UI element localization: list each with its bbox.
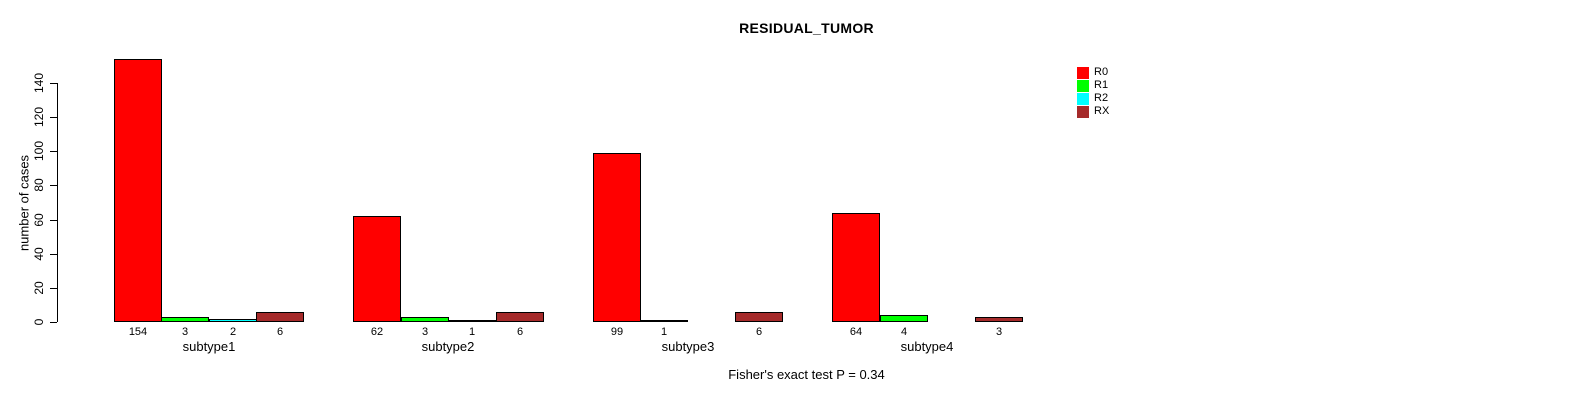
x-category-label: subtype2 (421, 339, 475, 354)
bar-value-label: 99 (610, 326, 624, 338)
bar-value-label: 6 (276, 326, 284, 338)
bar-value-label: 64 (849, 326, 863, 338)
legend-item-RX: RX (1077, 105, 1109, 118)
bar-value-label: 2 (229, 326, 237, 338)
bar-subtype1-R0 (114, 59, 162, 322)
y-axis-tick (50, 151, 57, 152)
y-tick-label: 100 (32, 140, 46, 162)
bar-value-label: 62 (370, 326, 384, 338)
bar-value-label: 6 (516, 326, 524, 338)
bar-subtype2-R2 (448, 320, 496, 322)
y-tick-label: 0 (32, 318, 46, 326)
legend-label: R2 (1094, 92, 1109, 104)
bar-value-label: 1 (660, 326, 668, 338)
legend-swatch-R2 (1077, 92, 1089, 105)
legend-item-R0: R0 (1077, 66, 1109, 79)
y-axis-tick (50, 254, 57, 255)
chart-legend: R0 R1 R2 RX (1077, 66, 1109, 118)
y-tick-label: 120 (32, 106, 46, 128)
y-axis-line (57, 83, 58, 322)
fisher-test-caption: Fisher's exact test P = 0.34 (728, 367, 885, 382)
y-tick-label: 20 (32, 281, 46, 295)
bar-subtype4-R0 (832, 213, 880, 322)
bar-value-label: 1 (468, 326, 476, 338)
y-axis-tick (50, 83, 57, 84)
bar-subtype1-R2 (209, 319, 257, 322)
bar-value-label: 4 (900, 326, 908, 338)
bar-value-label: 3 (181, 326, 189, 338)
y-axis-tick (50, 117, 57, 118)
bar-subtype3-R0 (593, 153, 641, 322)
legend-label: RX (1094, 105, 1110, 117)
y-axis-label: number of cases (16, 154, 32, 252)
legend-swatch-R1 (1077, 79, 1089, 92)
bar-subtype2-RX (496, 312, 544, 322)
y-axis-tick (50, 220, 57, 221)
bar-subtype2-R0 (353, 216, 401, 322)
y-tick-label: 60 (32, 213, 46, 227)
bar-value-label: 6 (755, 326, 763, 338)
legend-item-R1: R1 (1077, 79, 1109, 92)
legend-label: R1 (1094, 79, 1109, 91)
chart-title: RESIDUAL_TUMOR (739, 20, 874, 36)
y-tick-label: 40 (32, 247, 46, 261)
bar-value-label: 3 (995, 326, 1003, 338)
legend-swatch-RX (1077, 105, 1089, 118)
y-axis-tick (50, 185, 57, 186)
y-axis-tick (50, 288, 57, 289)
legend-swatch-R0 (1077, 66, 1089, 79)
bar-value-label: 3 (421, 326, 429, 338)
bar-subtype1-R1 (161, 317, 209, 322)
bar-subtype2-R1 (401, 317, 449, 322)
bar-subtype4-R1 (880, 315, 928, 322)
bar-value-label: 154 (128, 326, 148, 338)
bar-subtype1-RX (256, 312, 304, 322)
bar-subtype3-RX (735, 312, 783, 322)
legend-label: R0 (1094, 66, 1109, 78)
legend-item-R2: R2 (1077, 92, 1109, 105)
y-axis-tick (50, 322, 57, 323)
x-category-label: subtype4 (900, 339, 954, 354)
y-tick-label: 140 (32, 72, 46, 94)
y-tick-label: 80 (32, 178, 46, 192)
bar-subtype3-R1 (640, 320, 688, 322)
bar-subtype4-RX (975, 317, 1023, 322)
x-category-label: subtype1 (182, 339, 236, 354)
x-category-label: subtype3 (661, 339, 715, 354)
